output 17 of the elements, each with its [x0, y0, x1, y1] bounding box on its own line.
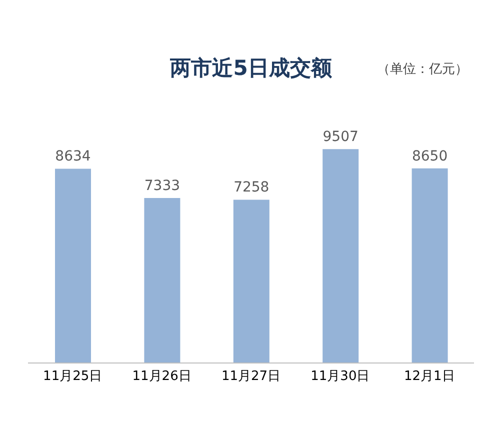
bar — [322, 149, 359, 363]
bar — [412, 168, 448, 363]
chart-title: 两市近5日成交额 — [170, 56, 332, 80]
chart-subtitle: （单位：亿元） — [377, 61, 468, 78]
x-tick-label: 11月26日 — [132, 369, 192, 384]
data-label: 8634 — [55, 148, 91, 165]
data-label: 8650 — [412, 148, 448, 164]
bar — [144, 198, 180, 363]
data-label: 7258 — [234, 180, 270, 196]
x-tick-label: 11月30日 — [310, 369, 370, 384]
x-tick-label: 11月25日 — [43, 369, 102, 384]
x-tick-label: 11月27日 — [221, 369, 281, 384]
data-label: 9507 — [322, 129, 358, 146]
bar — [233, 200, 270, 363]
bar — [55, 168, 91, 363]
x-tick-label: 12月1日 — [404, 369, 455, 384]
data-label: 7333 — [144, 178, 180, 194]
